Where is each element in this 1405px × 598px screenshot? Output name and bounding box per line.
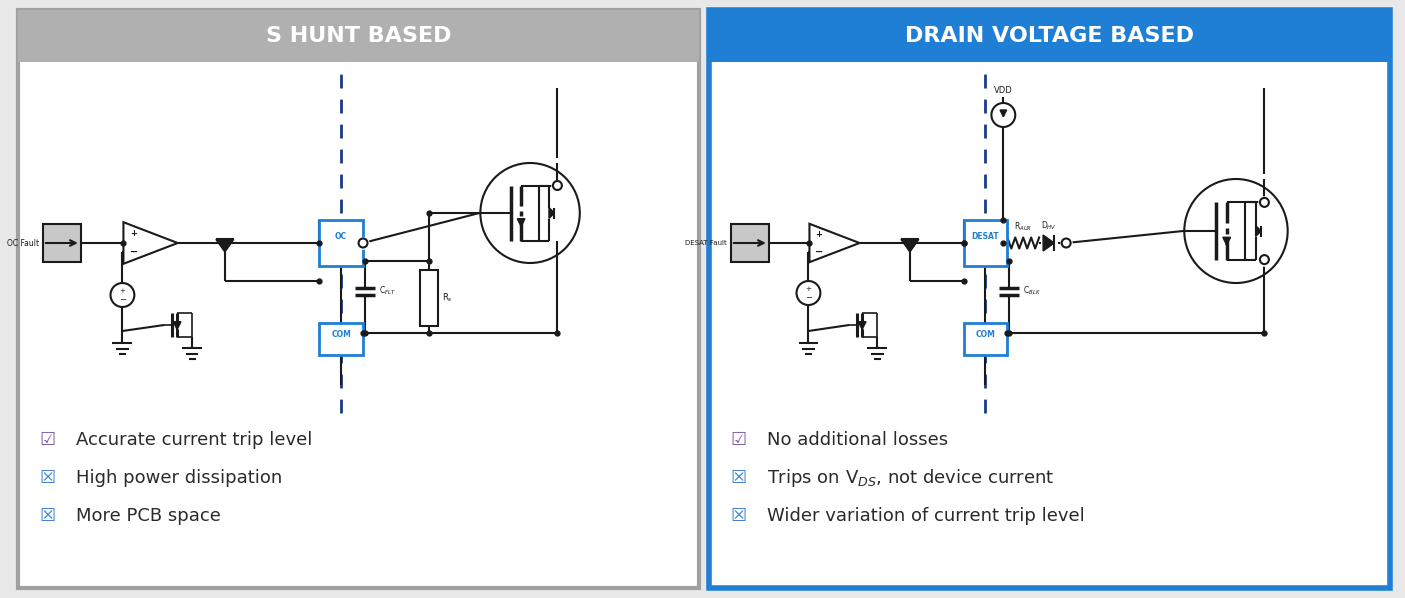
Polygon shape: [1043, 235, 1054, 251]
Circle shape: [1062, 239, 1071, 248]
FancyBboxPatch shape: [420, 270, 437, 326]
FancyBboxPatch shape: [319, 323, 362, 355]
Circle shape: [1260, 255, 1269, 264]
Text: COM: COM: [332, 329, 351, 338]
Text: DESAT Fault: DESAT Fault: [686, 240, 726, 246]
Text: +: +: [805, 286, 812, 292]
Text: +: +: [815, 230, 822, 239]
Text: OC: OC: [336, 231, 347, 240]
Text: ☒: ☒: [39, 507, 56, 525]
Text: +: +: [119, 288, 125, 294]
Text: High power dissipation: High power dissipation: [76, 469, 282, 487]
Text: S HUNT BASED: S HUNT BASED: [266, 26, 451, 46]
Polygon shape: [216, 239, 233, 252]
Circle shape: [992, 103, 1016, 127]
Text: D$_{HV}$: D$_{HV}$: [1041, 219, 1057, 232]
Text: DRAIN VOLTAGE BASED: DRAIN VOLTAGE BASED: [905, 26, 1194, 46]
Text: Accurate current trip level: Accurate current trip level: [76, 431, 312, 449]
Text: Trips on V$_{DS}$, not device current: Trips on V$_{DS}$, not device current: [767, 467, 1054, 489]
Circle shape: [111, 283, 135, 307]
FancyBboxPatch shape: [964, 220, 1007, 266]
FancyBboxPatch shape: [44, 224, 80, 262]
Text: +: +: [131, 230, 138, 239]
Text: COM: COM: [975, 329, 995, 338]
Text: R$_s$: R$_s$: [441, 292, 452, 304]
Circle shape: [1184, 179, 1287, 283]
Text: R$_{AUX}$: R$_{AUX}$: [1014, 221, 1033, 233]
Polygon shape: [901, 239, 919, 252]
Text: −: −: [815, 246, 823, 257]
Circle shape: [481, 163, 580, 263]
Text: C$_{FLT}$: C$_{FLT}$: [379, 285, 396, 297]
FancyBboxPatch shape: [731, 224, 769, 262]
Circle shape: [797, 281, 821, 305]
Text: More PCB space: More PCB space: [76, 507, 221, 525]
Text: ☒: ☒: [39, 469, 56, 487]
FancyBboxPatch shape: [319, 220, 362, 266]
Text: C$_{BLK}$: C$_{BLK}$: [1023, 285, 1041, 297]
Circle shape: [554, 181, 562, 190]
Text: No additional losses: No additional losses: [767, 431, 948, 449]
Text: ☑: ☑: [39, 431, 56, 449]
FancyBboxPatch shape: [18, 10, 700, 62]
Text: −: −: [805, 292, 812, 302]
FancyBboxPatch shape: [18, 10, 700, 588]
Text: OC Fault: OC Fault: [7, 239, 39, 248]
Polygon shape: [1256, 225, 1262, 236]
Circle shape: [358, 239, 368, 248]
Text: VDD: VDD: [993, 86, 1013, 95]
FancyBboxPatch shape: [710, 10, 1390, 588]
Text: −: −: [119, 295, 126, 304]
Text: ☒: ☒: [731, 469, 747, 487]
Text: ☑: ☑: [731, 431, 747, 449]
FancyBboxPatch shape: [964, 323, 1007, 355]
Circle shape: [1260, 198, 1269, 207]
Text: DESAT: DESAT: [972, 231, 999, 240]
Polygon shape: [549, 208, 555, 218]
Text: −: −: [129, 247, 138, 257]
Text: Wider variation of current trip level: Wider variation of current trip level: [767, 507, 1085, 525]
Text: ☒: ☒: [731, 507, 747, 525]
FancyBboxPatch shape: [710, 10, 1390, 62]
